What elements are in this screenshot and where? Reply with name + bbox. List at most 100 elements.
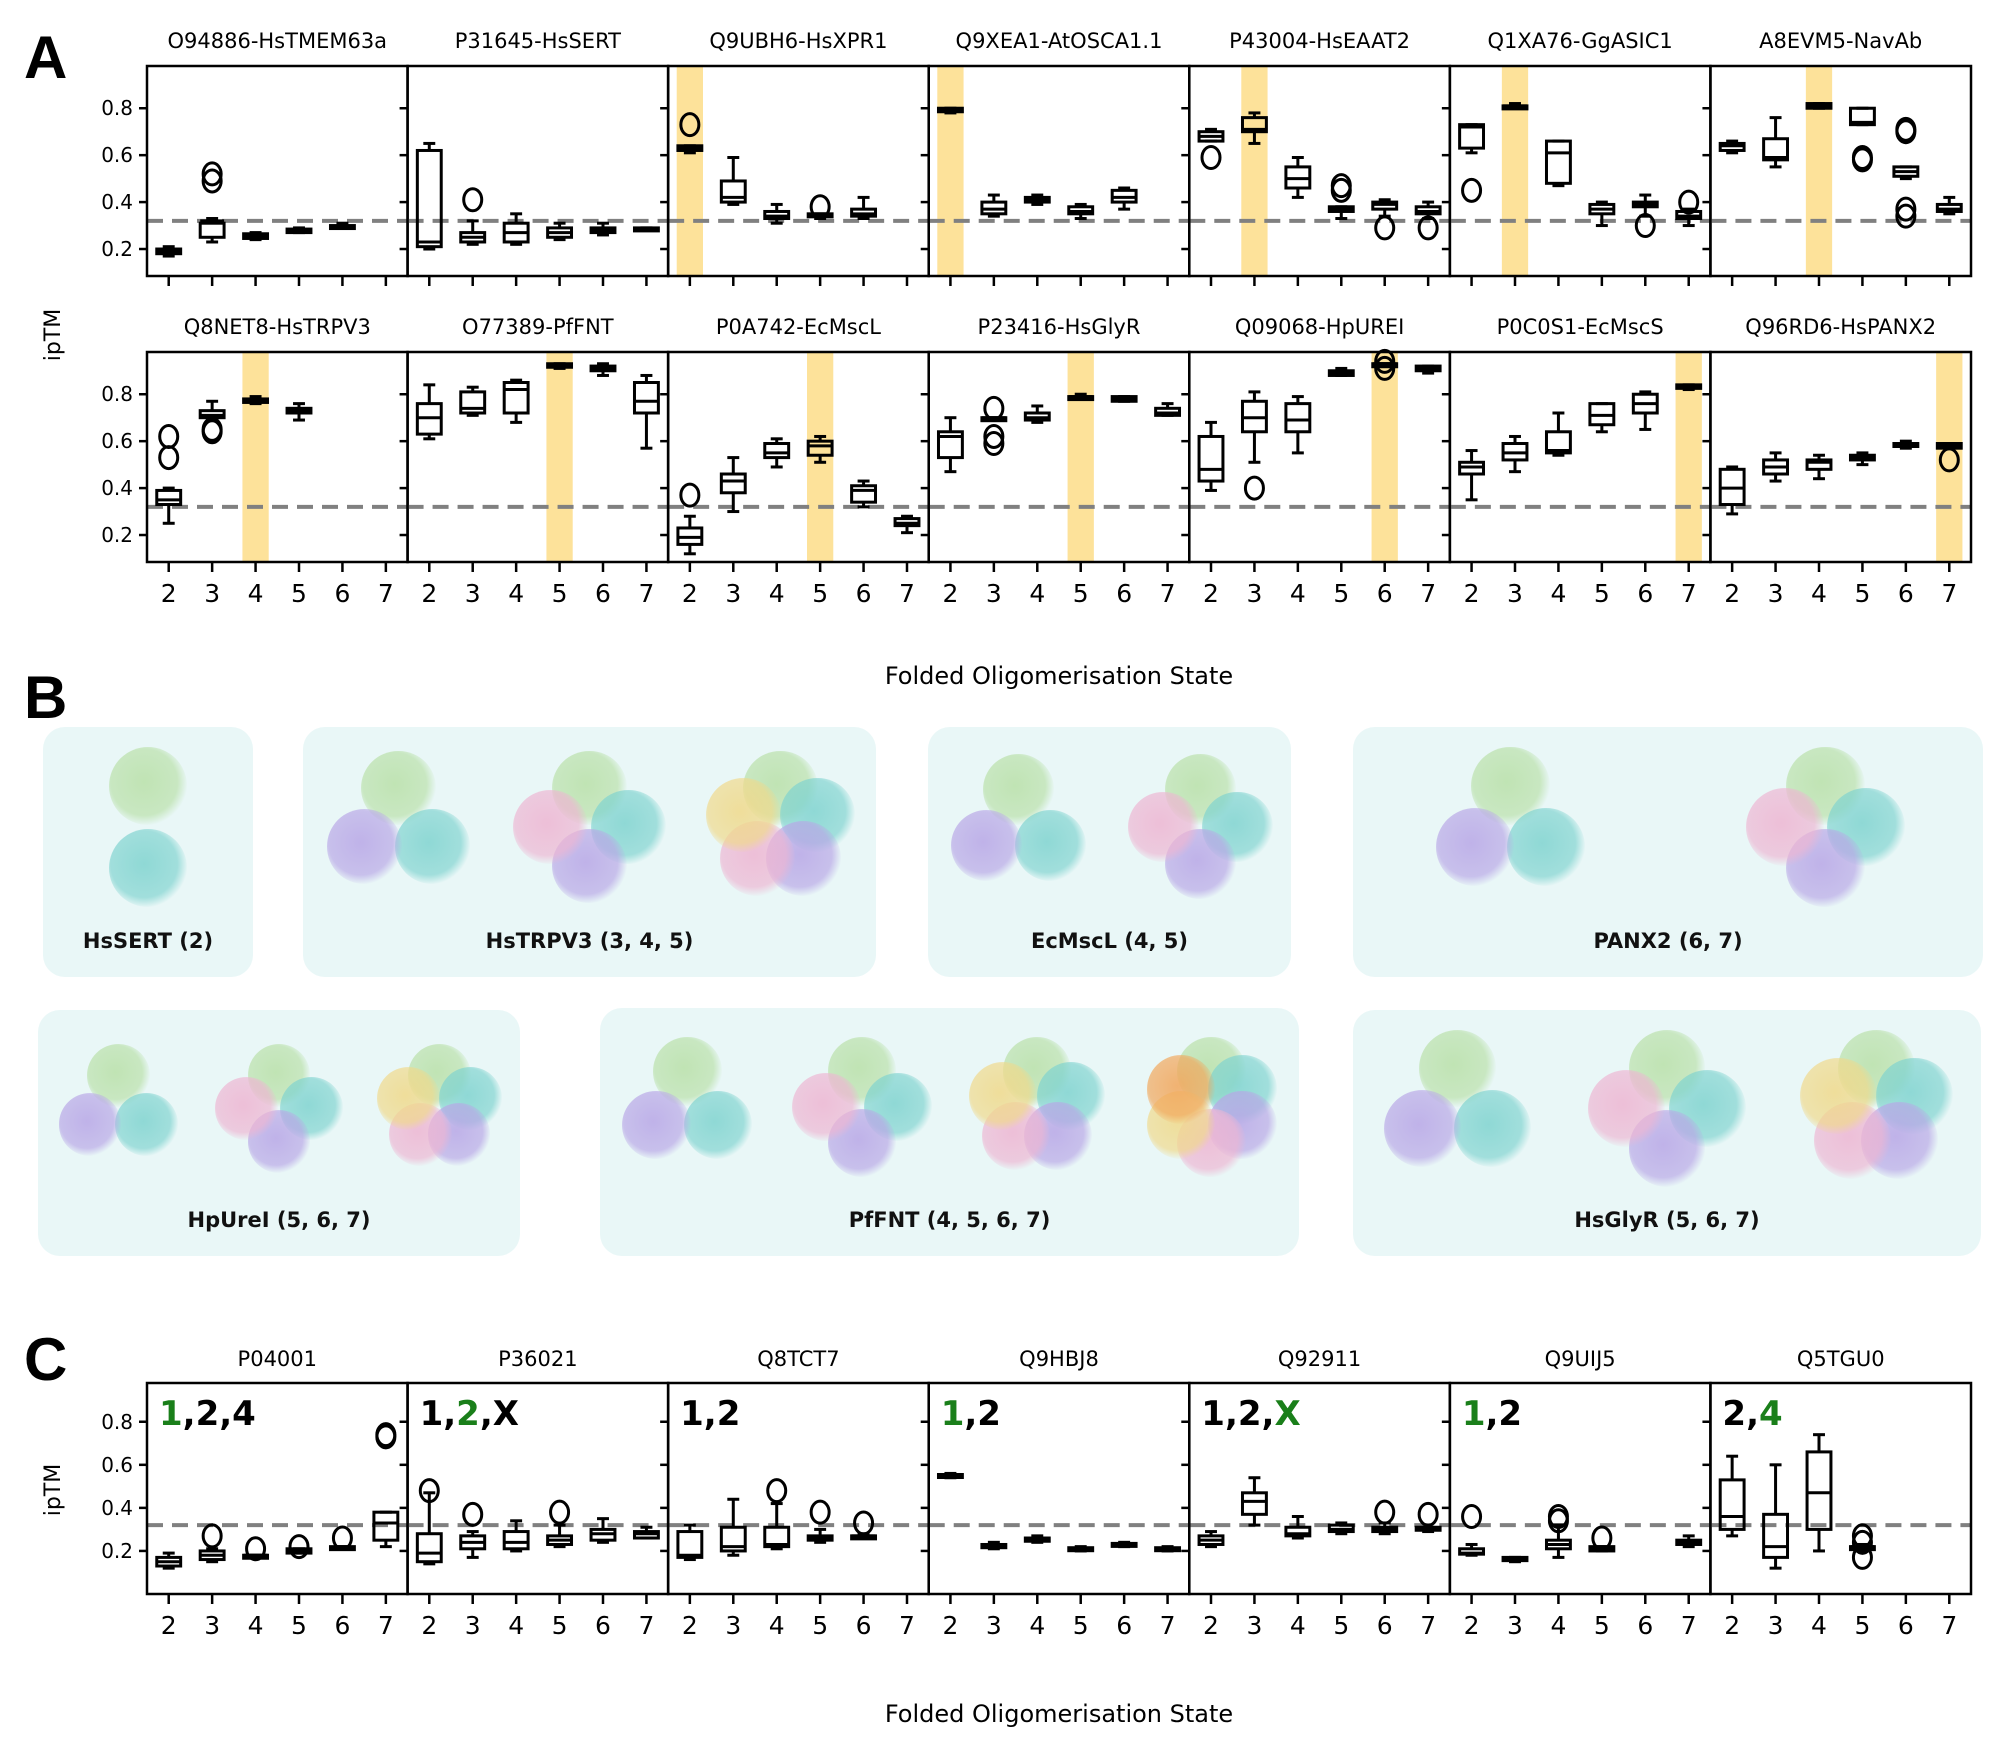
box-2: [1718, 465, 1746, 516]
y-tick-label: 0.8: [101, 382, 133, 406]
structure-card-label: PANX2 (6, 7): [1593, 929, 1743, 953]
box-iqr: [1240, 116, 1268, 134]
protein-subunit: [1384, 1089, 1462, 1167]
box-2: [936, 416, 964, 474]
subplot-title: Q92911: [1278, 1347, 1361, 1371]
box-6: [1110, 1540, 1138, 1549]
structure-card: HsSERT (2): [43, 727, 253, 977]
subplot-title: A8EVM5-NavAb: [1759, 29, 1922, 53]
box-3: [459, 1501, 487, 1559]
y-axis-label: ipTM: [41, 309, 66, 362]
outlier-point: [983, 431, 1005, 457]
box-iqr: [936, 430, 964, 460]
subplot-title: P0A742-EcMscL: [716, 315, 881, 339]
subplot-q1xa76-ggasic1: Q1XA76-GgASIC1: [1441, 29, 1712, 286]
protein-structure-image: [613, 1033, 762, 1182]
subplot-frame: [666, 350, 930, 564]
box-iqr: [1240, 1491, 1268, 1516]
box-7: [632, 1525, 660, 1540]
box-3: [1240, 1476, 1268, 1527]
box-3: [1240, 390, 1268, 501]
box-4: [1284, 395, 1312, 455]
box-4: [1805, 102, 1833, 110]
annotation-black: 1,: [420, 1394, 457, 1434]
structure-card-label: HsSERT (2): [82, 929, 214, 953]
outlier-point: [809, 1499, 831, 1525]
box-iqr: [372, 1510, 400, 1542]
x-tick-label: 4: [508, 579, 524, 608]
box-6: [850, 479, 878, 509]
subplot-title: Q96RD6-HsPANX2: [1745, 315, 1936, 339]
box-iqr: [415, 148, 443, 249]
box-3: [1762, 1463, 1790, 1570]
outlier-point: [1374, 1499, 1396, 1525]
subplot-title: P23416-HsGlyR: [978, 315, 1141, 339]
box-3: [1501, 434, 1529, 474]
box-2: [676, 112, 704, 155]
box-7: [1675, 1534, 1703, 1549]
box-4: [1544, 411, 1572, 457]
outlier-point: [375, 1422, 397, 1448]
protein-subunit: [951, 810, 1023, 881]
outlier-point: [1547, 1503, 1569, 1529]
x-tick-label: 6: [1116, 1611, 1132, 1640]
subplot-o94886-hstmem63a: 0.2 0.4 0.6 0.8 O94886-HsTMEM63a: [101, 29, 409, 286]
protein-subunit: [622, 1090, 691, 1160]
highlight-band: [937, 66, 964, 276]
outlier-point: [766, 1478, 788, 1504]
protein-structure-image: [317, 746, 479, 908]
x-tick-label: 6: [1898, 579, 1914, 608]
box-4: [763, 1478, 791, 1551]
protein-structure-image: [1793, 1025, 1960, 1192]
protein-structure-image: [963, 1033, 1112, 1182]
x-tick-label: 5: [552, 1611, 568, 1640]
x-tick-label: 3: [1246, 579, 1262, 608]
structure-card-label: EcMscL (4, 5): [1030, 929, 1189, 953]
box-3: [1501, 1555, 1529, 1564]
x-tick-label: 6: [856, 1611, 872, 1640]
box-3: [1762, 451, 1790, 483]
subplot-p04001: 0.2 0.4 0.6 0.8 2 3 4 5 6 7 P04001 1,2,4: [101, 1347, 409, 1640]
box-5: [1327, 1521, 1355, 1536]
panel-letter-a: A: [24, 24, 67, 91]
x-tick-label: 4: [1550, 1611, 1566, 1640]
outlier-point: [158, 445, 180, 471]
subplot-title: P43004-HsEAAT2: [1229, 29, 1410, 53]
outlier-point: [462, 1501, 484, 1527]
box-3: [198, 399, 226, 445]
box-iqr: [719, 1525, 747, 1553]
subplot-title: Q9UIJ5: [1545, 1347, 1616, 1371]
box-4: [1284, 156, 1312, 199]
x-tick-label: 3: [725, 579, 741, 608]
box-4: [763, 202, 791, 225]
annotation-black: ,2,4: [183, 1394, 256, 1434]
protein-structure-image: [63, 742, 233, 912]
x-tick-label: 2: [421, 1611, 437, 1640]
x-tick-label: 5: [1333, 1611, 1349, 1640]
highlight-band: [546, 352, 573, 562]
y-tick-label: 0.8: [101, 96, 133, 120]
x-tick-label: 6: [856, 579, 872, 608]
protein-structure-image: [942, 750, 1096, 904]
x-tick-label: 6: [1377, 579, 1393, 608]
protein-subunit: [1015, 810, 1087, 881]
subplot-title: Q9HBJ8: [1019, 1347, 1099, 1371]
chart-area: 0.2 0.4 0.6 0.8 O94886-HsTMEM63a P31645-HsSER…: [41, 29, 1973, 1728]
box-5: [546, 1499, 574, 1549]
annotation-green: 1: [1462, 1394, 1486, 1434]
box-5: [1588, 1525, 1616, 1553]
panel-letter-b: B: [24, 664, 67, 731]
annotation-black: 1,2,: [1201, 1394, 1274, 1434]
box-3: [1501, 102, 1529, 111]
subplot-title: O94886-HsTMEM63a: [167, 29, 387, 53]
box-7: [1935, 195, 1963, 216]
protein-subunit: [394, 809, 470, 884]
outlier-point: [1591, 1525, 1613, 1551]
protein-subunit: [115, 1093, 179, 1157]
box-5: [806, 194, 834, 221]
x-tick-label: 5: [1854, 579, 1870, 608]
x-tick-label: 3: [986, 579, 1002, 608]
subplot-title: O77389-PfFNT: [462, 315, 614, 339]
structure-card-label: HsGlyR (5, 6, 7): [1574, 1208, 1760, 1232]
